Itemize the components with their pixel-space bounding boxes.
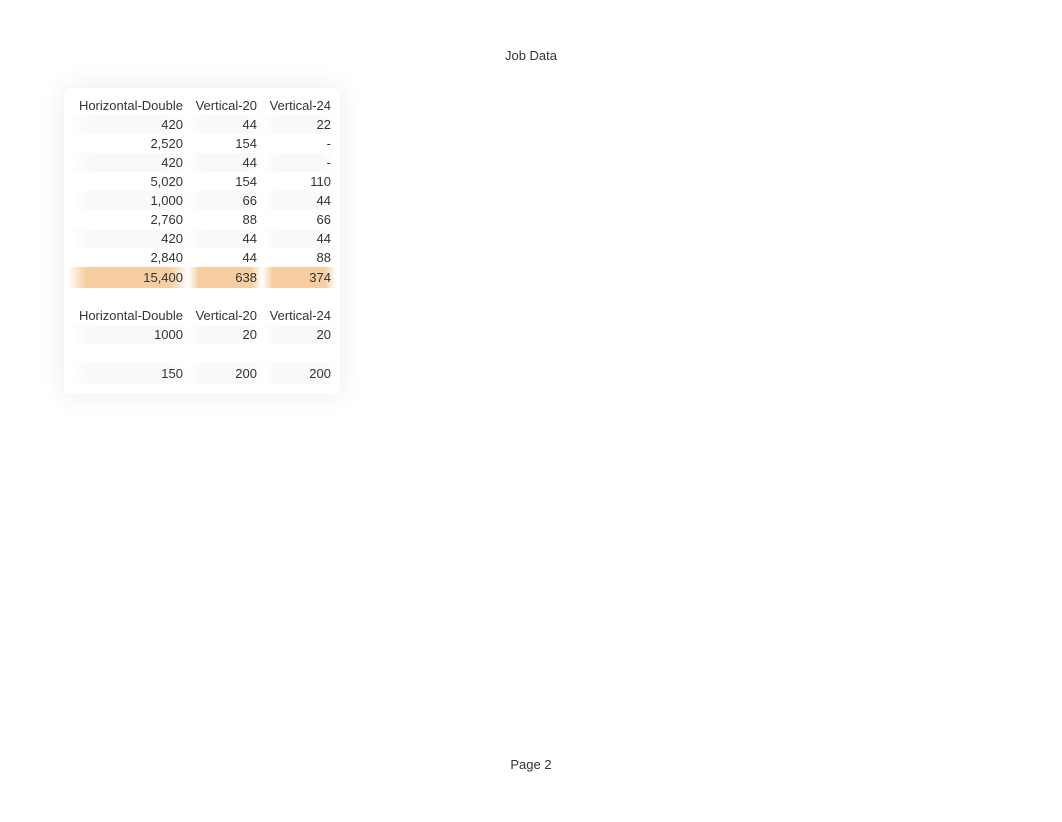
page-title: Job Data (0, 48, 1062, 63)
cell: 150 (68, 362, 188, 384)
cell: 44 (188, 229, 262, 248)
cell: 20 (188, 325, 262, 344)
cell: 20 (262, 325, 336, 344)
cell: 420 (68, 153, 188, 172)
cell: 154 (188, 134, 262, 153)
total-cell: 638 (188, 267, 262, 288)
col-header: Vertical-24 (262, 96, 336, 115)
table-row: 2,760 88 66 (68, 210, 336, 229)
spacer-row (68, 344, 336, 362)
total-cell: 374 (262, 267, 336, 288)
cell: 44 (188, 153, 262, 172)
table-row: 1,000 66 44 (68, 191, 336, 210)
cell: 2,760 (68, 210, 188, 229)
cell: 88 (262, 248, 336, 267)
cell: 5,020 (68, 172, 188, 191)
cell: 2,520 (68, 134, 188, 153)
cell: 44 (262, 229, 336, 248)
cell: 44 (188, 115, 262, 134)
col-header: Horizontal-Double (68, 306, 188, 325)
job-data-table-1: Horizontal-Double Vertical-20 Vertical-2… (68, 96, 336, 384)
table-row: 2,520 154 - (68, 134, 336, 153)
cell: 200 (188, 362, 262, 384)
cell: 420 (68, 229, 188, 248)
cell: 44 (188, 248, 262, 267)
table2-header-row: Horizontal-Double Vertical-20 Vertical-2… (68, 306, 336, 325)
cell: 420 (68, 115, 188, 134)
cell: 110 (262, 172, 336, 191)
data-tables-container: Horizontal-Double Vertical-20 Vertical-2… (64, 88, 340, 394)
cell: 88 (188, 210, 262, 229)
cell: 66 (188, 191, 262, 210)
table1-header-row: Horizontal-Double Vertical-20 Vertical-2… (68, 96, 336, 115)
total-cell: 15,400 (68, 267, 188, 288)
table1-total-row: 15,400 638 374 (68, 267, 336, 288)
col-header: Vertical-20 (188, 306, 262, 325)
page-footer: Page 2 (0, 757, 1062, 772)
table2-footer-row: 150 200 200 (68, 362, 336, 384)
col-header: Vertical-20 (188, 96, 262, 115)
col-header: Horizontal-Double (68, 96, 188, 115)
cell: - (262, 134, 336, 153)
table-row: 2,840 44 88 (68, 248, 336, 267)
cell: 1000 (68, 325, 188, 344)
col-header: Vertical-24 (262, 306, 336, 325)
cell: 1,000 (68, 191, 188, 210)
cell: 22 (262, 115, 336, 134)
spacer-row (68, 288, 336, 306)
cell: - (262, 153, 336, 172)
cell: 2,840 (68, 248, 188, 267)
cell: 66 (262, 210, 336, 229)
cell: 154 (188, 172, 262, 191)
cell: 200 (262, 362, 336, 384)
table-row: 1000 20 20 (68, 325, 336, 344)
table-row: 420 44 22 (68, 115, 336, 134)
cell: 44 (262, 191, 336, 210)
table-row: 420 44 44 (68, 229, 336, 248)
table-row: 5,020 154 110 (68, 172, 336, 191)
table-row: 420 44 - (68, 153, 336, 172)
